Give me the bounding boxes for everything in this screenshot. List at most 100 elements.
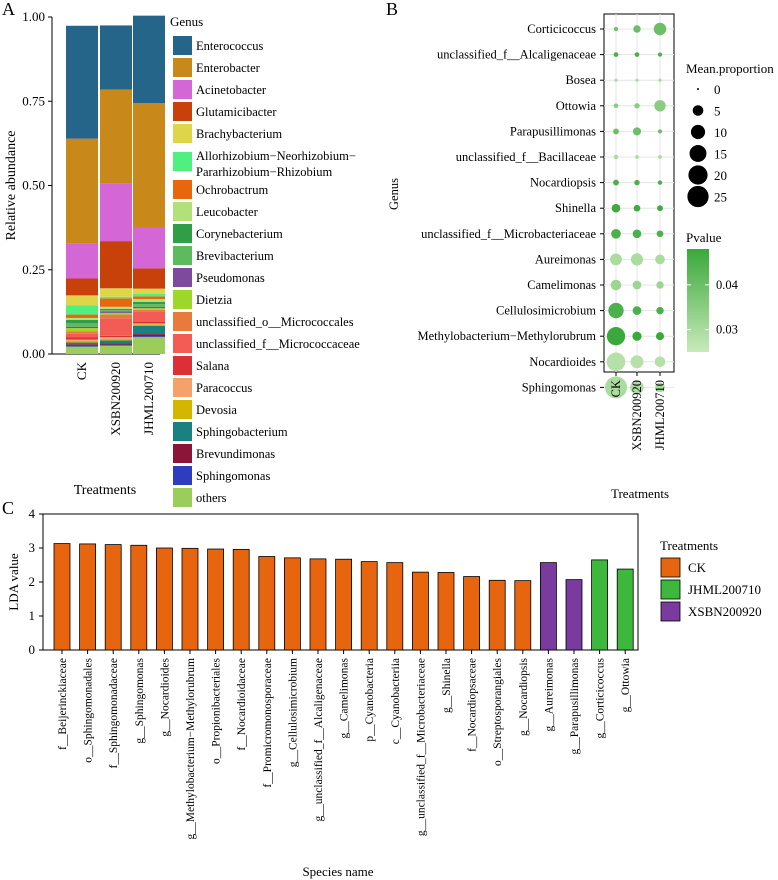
- panel-b-y-tick-label: Bosea: [565, 73, 596, 87]
- panel-b-dot: [635, 78, 639, 82]
- panel-a-bar-segment: [133, 321, 165, 324]
- panel-c-bar: [130, 544, 148, 651]
- panel-a-legend-label: Pararhizobium−Rhizobium: [196, 165, 332, 179]
- panel-b-size-legend-dot: [692, 105, 704, 116]
- panel-b-x-tick-label: CK: [609, 380, 623, 397]
- panel-a-legend-key: [173, 444, 192, 463]
- panel-a-legend-key: [173, 466, 192, 485]
- panel-b-dot: [634, 52, 640, 57]
- panel-c-bar: [207, 548, 225, 651]
- panel-a-legend-key: [173, 224, 192, 243]
- panel-b-size-legend-dot: [689, 145, 707, 162]
- panel-a-legend-key: [173, 124, 192, 143]
- panel-b-dot: [657, 52, 663, 57]
- panel-a-bar-segment: [100, 308, 132, 311]
- panel-a-bar-segment: [133, 304, 165, 307]
- panel-a-bar-segment: [66, 295, 98, 306]
- panel-b-dot: [610, 253, 622, 266]
- panel-a-x-tick-label: XSBN200920: [108, 362, 123, 436]
- panel-b-size-legend-dot: [697, 88, 699, 90]
- panel-c-bar: [411, 571, 429, 651]
- panel-c-x-tick-label: g__Corticicoccus: [595, 657, 607, 738]
- panel-c-legend-label: XSBN200920: [688, 604, 762, 619]
- panel-c-bar: [540, 562, 557, 651]
- panel-c-bar: [104, 544, 122, 651]
- panel-a-bar-segment: [100, 311, 132, 313]
- panel-c-bar: [309, 558, 327, 651]
- panel-a-bar-segment: [100, 306, 132, 309]
- panel-c-x-tick-label: f__Nocardiopsaceae: [467, 658, 479, 752]
- panel-a-bar-segment: [66, 342, 98, 345]
- panel-a-bar-segment: [66, 305, 98, 315]
- panel-a-bar-segment: [100, 337, 132, 339]
- panel-b-dot: [608, 302, 624, 319]
- panel-c-x-tick-label: o__Sphingomonadales: [83, 657, 95, 762]
- panel-c-x-tick-label: g__Parapusillimonas: [569, 657, 581, 754]
- panel-b-y-tick-label: unclassified_f__Alcaligenaceae: [437, 48, 596, 62]
- panel-c-bar: [463, 576, 481, 651]
- panel-c-bar: [616, 568, 634, 651]
- panel-b-size-legend-title: Mean.proportion: [686, 61, 774, 76]
- panel-a-bar-segment: [133, 334, 165, 337]
- panel-a-bar-segment: [100, 345, 132, 354]
- panel-a-legend-title: Genus: [170, 14, 203, 29]
- panel-a-legend-key: [173, 378, 192, 397]
- panel-a-bar-segment: [133, 227, 165, 269]
- panel-a-bar-segment: [100, 183, 132, 242]
- panel-b-y-tick-label: Camelimonas: [527, 278, 596, 292]
- panel-b-y-tick-label: Sphingomonas: [522, 380, 596, 394]
- panel-a-bar-segment: [100, 340, 132, 344]
- panel-b-dot: [654, 100, 666, 112]
- panel-c-y-tick-label: 3: [29, 540, 36, 555]
- panel-c-bar: [514, 580, 532, 651]
- panel-b-size-legend-label: 10: [714, 125, 727, 140]
- panel-a-legend-key: [173, 246, 192, 265]
- panel-b-size-legend-dot: [688, 165, 708, 185]
- panel-b-dot: [630, 355, 644, 369]
- panel-b-dot: [634, 179, 640, 186]
- panel-a-legend-key: [173, 290, 192, 309]
- panel-b-y-axis-title: Genus: [387, 178, 401, 210]
- panel-b-dot: [610, 279, 622, 291]
- panel-label-b: B: [386, 0, 398, 19]
- panel-c-x-tick-label: f__Nocardioidaceae: [236, 658, 248, 751]
- panel-c-bar: [155, 547, 173, 651]
- panel-a-bar-segment: [133, 311, 165, 322]
- panel-a-legend-label: Salana: [196, 359, 230, 373]
- panel-a-bar-segment: [133, 301, 165, 305]
- panel-c-bar: [565, 579, 583, 651]
- panel-a-legend-label: Enterococcus: [196, 39, 263, 53]
- panel-a-stacked-bar-chart: 0.00 0.25 0.50 0.75 1.00 CK XSBN200920 JHML2007…: [4, 9, 360, 507]
- panel-b-dot: [655, 332, 665, 341]
- panel-c-bar: [591, 559, 608, 651]
- panel-a-legend-label: others: [196, 491, 227, 505]
- panel-a-legend-key: [173, 356, 192, 375]
- panel-a-legend-label: Acinetobacter: [196, 83, 267, 97]
- panel-a-bar-segment: [133, 296, 165, 300]
- panel-c-y-tick-label: 4: [29, 506, 36, 521]
- panel-c-bar: [258, 556, 276, 651]
- panel-a-x-axis-title: Treatments: [74, 483, 136, 498]
- panel-b-size-legend-label: 25: [714, 190, 727, 205]
- panel-a-legend-label: Leucobacter: [196, 205, 259, 219]
- panel-b-y-tick-label: unclassified_f__Bacillaceae: [456, 150, 597, 164]
- panel-b-y-tick-label: unclassified_f__Microbacteriaceae: [421, 227, 596, 241]
- panel-a-bar-segment: [100, 312, 132, 315]
- panel-a-bar-segment: [133, 306, 165, 309]
- panel-b-x-axis-title: Treatments: [611, 486, 669, 501]
- panel-b-y-tick-label: Ottowia: [556, 99, 597, 113]
- panel-b-dot: [605, 376, 627, 399]
- panel-a-bar-segment: [66, 323, 98, 327]
- panel-b-y-tick-label: Shinella: [555, 201, 596, 215]
- panel-c-bar: [53, 543, 71, 651]
- panel-a-y-tick-label: 0.25: [22, 262, 45, 277]
- panel-c-x-tick-label: g__Shinella: [441, 658, 453, 713]
- panel-c-x-axis-title: Species name: [302, 864, 373, 879]
- panel-c-bar: [437, 572, 455, 651]
- panel-c-lda-bar-chart: 0 1 2 3 4 f__Beijerinckiaceae o__Sphingomonada…: [6, 506, 762, 879]
- panel-a-bar-segment: [133, 337, 165, 354]
- panel-a-legend-key: [173, 312, 192, 331]
- panel-c-x-tick-label: g__unclassified_f__Alcaligenaceae: [313, 658, 325, 821]
- panel-c-bar: [232, 548, 250, 651]
- panel-a-bar-segment: [100, 314, 132, 319]
